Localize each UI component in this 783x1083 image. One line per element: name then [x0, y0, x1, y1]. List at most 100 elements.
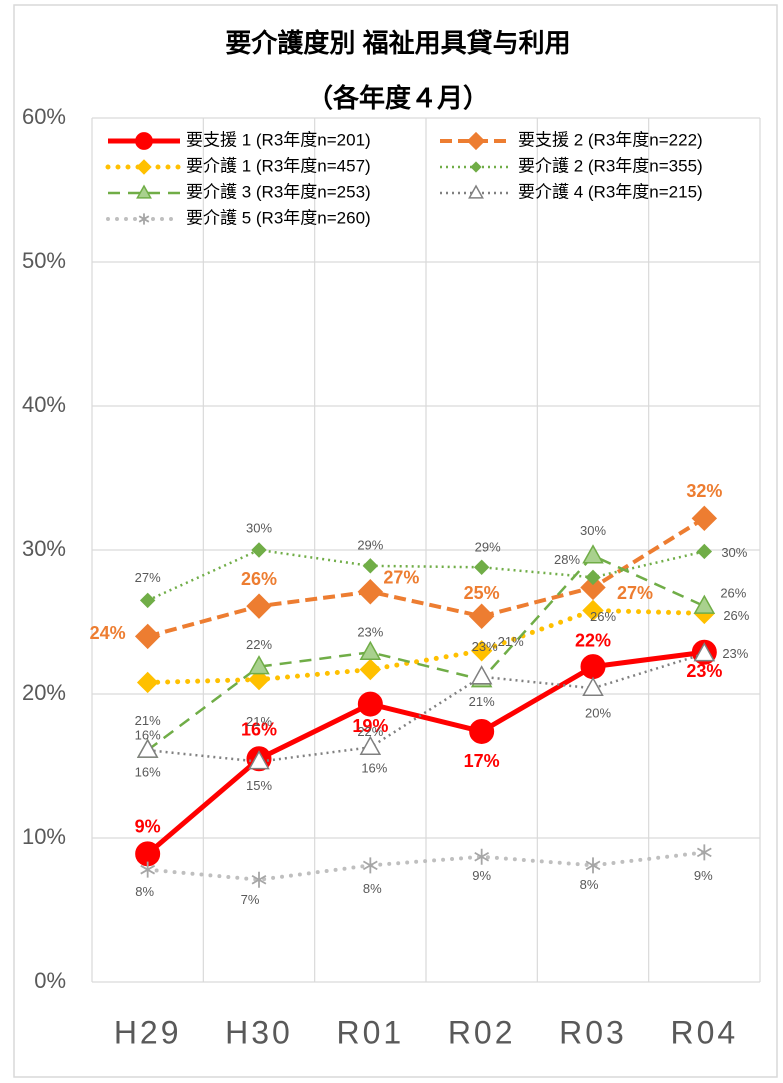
data-label: 26%: [723, 608, 749, 623]
marker: [248, 668, 270, 691]
marker: [251, 871, 267, 888]
data-label: 9%: [135, 817, 161, 837]
data-label: 8%: [135, 884, 154, 899]
marker: [468, 603, 495, 629]
data-label: 24%: [90, 623, 126, 643]
series: [147, 652, 705, 763]
marker: [246, 593, 272, 619]
data-label: 16%: [135, 765, 161, 780]
chart-title: 要介護度別 福祉用具貸与利用: [225, 28, 570, 58]
data-label: 22%: [357, 724, 383, 739]
data-label: 30%: [721, 545, 747, 560]
legend-marker: [136, 184, 152, 199]
data-label: 29%: [357, 537, 383, 552]
legend-marker: [136, 159, 152, 175]
marker: [469, 718, 495, 744]
data-label: 23%: [357, 625, 383, 640]
data-label: 16%: [135, 728, 161, 743]
data-label: 23%: [686, 661, 722, 681]
legend-label: 要介護 5 (R3年度n=260): [186, 208, 371, 227]
data-label: 30%: [580, 523, 606, 538]
marker: [136, 738, 159, 758]
series-line: [146, 554, 705, 752]
series: [146, 554, 705, 752]
marker: [473, 559, 490, 575]
marker: [140, 861, 156, 878]
marker: [136, 671, 159, 694]
data-label: 23%: [472, 639, 498, 654]
series: [145, 850, 707, 882]
series-line: [147, 652, 705, 763]
data-label: 16%: [361, 761, 387, 776]
legend-marker: [470, 161, 482, 173]
y-tick-label: 50%: [22, 248, 66, 273]
marker: [357, 579, 384, 605]
data-label: 23%: [722, 646, 748, 661]
data-label: 21%: [246, 714, 272, 729]
legend-label: 要介護 2 (R3年度n=355): [518, 156, 703, 175]
x-tick-label: H29: [114, 1014, 182, 1050]
series: [145, 607, 707, 685]
chart-frame: [13, 4, 778, 1078]
data-label: 22%: [575, 630, 611, 650]
marker: [691, 505, 718, 532]
data-label: 25%: [464, 583, 500, 603]
y-tick-label: 0%: [34, 968, 66, 993]
marker: [580, 654, 606, 680]
legend-label: 要支援 2 (R3年度n=222): [518, 130, 703, 149]
data-label: 17%: [464, 751, 500, 771]
data-label: 19%: [352, 716, 388, 736]
data-label: 26%: [720, 586, 746, 601]
marker: [470, 640, 493, 662]
data-label: 32%: [686, 481, 722, 501]
x-tick-label: R03: [559, 1014, 627, 1050]
marker: [134, 623, 161, 650]
y-tick-label: 10%: [22, 824, 66, 849]
data-label: 27%: [135, 570, 161, 585]
y-tick-label: 30%: [22, 536, 66, 561]
legend-marker: [138, 213, 150, 225]
series-line: [147, 516, 706, 639]
marker: [693, 594, 716, 614]
data-label: 26%: [590, 609, 616, 624]
marker: [248, 750, 270, 770]
marker: [582, 599, 604, 622]
data-label: 27%: [617, 583, 653, 603]
data-label: 29%: [475, 540, 501, 555]
legend-marker: [468, 184, 484, 199]
marker: [362, 558, 379, 574]
marker: [582, 676, 604, 696]
y-tick-label: 20%: [22, 680, 66, 705]
data-label: 21%: [135, 713, 161, 728]
data-label: 28%: [554, 552, 580, 567]
x-tick-label: R02: [448, 1014, 516, 1050]
data-label: 30%: [246, 520, 272, 535]
marker: [251, 542, 267, 558]
marker: [470, 665, 493, 685]
marker: [248, 655, 270, 675]
series-line: [145, 850, 707, 882]
marker: [139, 592, 156, 609]
data-label: 8%: [363, 881, 382, 896]
data-label: 20%: [585, 706, 611, 721]
legend-label: 要介護 1 (R3年度n=457): [186, 156, 371, 175]
marker: [585, 857, 601, 874]
marker: [359, 658, 382, 681]
marker: [580, 574, 606, 601]
data-label: 16%: [241, 720, 277, 740]
marker: [359, 735, 382, 756]
series: [147, 516, 706, 639]
series-line: [146, 649, 705, 856]
marker: [362, 857, 378, 874]
data-label: 21%: [498, 634, 524, 649]
marker: [359, 640, 382, 660]
data-label: 9%: [472, 868, 491, 883]
legend-label: 要介護 3 (R3年度n=253): [186, 182, 371, 201]
marker: [357, 691, 383, 717]
x-tick-label: R04: [670, 1014, 738, 1050]
data-label: 21%: [469, 694, 495, 709]
data-label: 9%: [694, 868, 713, 883]
data-label: 8%: [580, 877, 599, 892]
series-line: [145, 607, 707, 685]
marker: [474, 848, 490, 865]
